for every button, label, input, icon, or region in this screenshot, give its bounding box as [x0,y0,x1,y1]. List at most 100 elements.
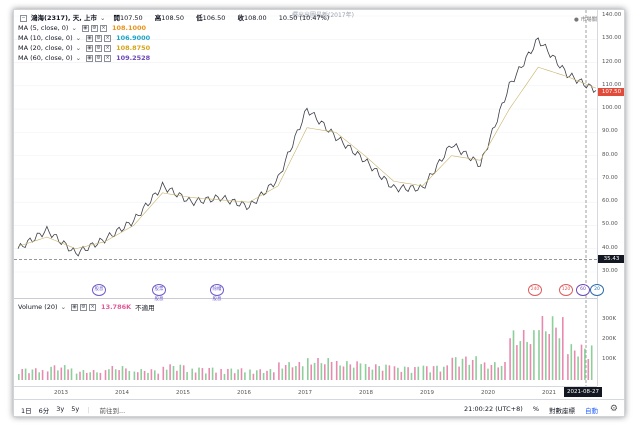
price-tick: 140.00 [602,12,622,18]
volume-bar [114,369,117,380]
chart-window: − 鴻海(2317), 天, 上市 ⌄ 開107.50 高108.50 低106… [13,9,625,417]
event-marker[interactable]: 股息 [92,284,106,296]
volume-bar [397,367,399,380]
goto-button[interactable]: 前往到... [99,406,126,415]
percent-scale-button[interactable]: % [532,405,539,413]
volume-bar [38,372,40,380]
eye-icon[interactable]: ◉ [86,44,94,52]
eye-icon[interactable]: ◉ [71,303,79,311]
close-icon[interactable]: × [104,44,112,52]
price-axis[interactable]: 140.00 130.00 120.00 110.00 100.00 90.00 80.00… [597,10,624,386]
indicator-label: MA (60, close, 0) [18,54,73,62]
volume-bar [70,368,73,380]
volume-bar [262,373,265,380]
chevron-down-icon[interactable]: ⌄ [75,44,82,52]
volume-bar [46,371,49,380]
volume-bar [461,358,464,380]
close-icon[interactable]: × [104,54,112,62]
volume-bar [99,372,102,380]
volume-bar [504,362,506,380]
volume-bar [191,368,193,380]
volume-bar [573,350,576,380]
bottom-toolbar: 1日 6分 3y 5y | 前往到... 21:00:22 (UTC+8) % 對數座… [14,399,624,416]
clock-display[interactable]: 21:00:22 (UTC+8) [464,405,523,413]
timeframe-button[interactable]: 6分 [38,406,50,415]
volume-bar [298,362,301,380]
volume-bar [198,367,200,380]
settings-icon[interactable]: ⚙ [90,24,98,32]
volume-bar [429,372,431,380]
low-value: 106.50 [202,14,226,22]
volume-bar [320,363,323,380]
indicator-row[interactable]: MA (5, close, 0) ⌄ ◉ ⚙ × 108.1000 [18,23,334,33]
volume-bar [24,368,27,380]
volume-bar [475,356,477,380]
event-marker[interactable]: 股票股息 [152,284,166,302]
chevron-down-icon[interactable]: ⌄ [75,34,82,42]
volume-bar [125,368,127,380]
high-value: 108.50 [161,14,185,22]
volume-bar [587,358,590,380]
indicator-row[interactable]: MA (60, close, 0) ⌄ ◉ ⚙ × 109.2528 [18,53,334,63]
settings-icon[interactable]: ⚙ [95,34,103,42]
time-axis[interactable]: 2013 2014 2015 2016 2017 2018 2019 2020 2021 [14,386,597,399]
gear-icon[interactable]: ⚙ [609,404,618,414]
auto-scale-button[interactable]: 自動 [585,407,598,415]
timeframe-button[interactable]: 1日 [21,406,32,415]
volume-bar [446,365,448,380]
volume-bar [28,373,30,380]
volume-tick: 200K [602,336,617,342]
pane-divider[interactable] [14,298,597,299]
volume-bar [516,345,518,380]
volume-bar [349,364,352,380]
price-chart[interactable] [14,10,597,386]
volume-bar [172,365,175,380]
chevron-down-icon[interactable]: ⌄ [71,24,77,32]
eye-icon[interactable]: ◉ [86,34,94,42]
volume-bar [230,368,233,380]
volume-bar [96,372,98,380]
volume-bar [533,330,535,380]
volume-bar [417,366,420,380]
volume-bar [512,330,515,380]
indicator-row[interactable]: MA (10, close, 0) ⌄ ◉ ⚙ × 106.9000 [18,33,334,43]
indicator-row[interactable]: MA (20, close, 0) ⌄ ◉ ⚙ × 108.8750 [18,43,334,53]
volume-bar [522,330,525,380]
collapse-icon[interactable]: − [20,14,27,22]
open-label: 開 [113,14,120,22]
settings-icon[interactable]: ⚙ [95,44,103,52]
indicator-value: 106.9000 [116,34,151,42]
settings-icon[interactable]: ⚙ [80,303,88,311]
time-tick: 2017 [298,390,312,396]
settings-icon[interactable]: ⚙ [95,54,103,62]
event-marker[interactable]: 除權股息 [210,284,224,302]
volume-bar [439,371,442,380]
volume-bar [414,367,416,380]
volume-bar [494,362,496,380]
event-marker[interactable]: 60 [576,284,590,296]
price-tick: 120.00 [602,58,622,65]
close-icon[interactable]: × [104,34,112,42]
eye-icon[interactable]: ◉ [86,54,94,62]
event-marker[interactable]: 120 [559,284,573,296]
chevron-down-icon[interactable]: ⌄ [60,303,67,311]
event-marker[interactable]: 240 [528,284,542,296]
close-icon[interactable]: × [99,24,107,32]
volume-bar [211,367,214,380]
chevron-down-icon[interactable]: ⌄ [75,54,82,62]
volume-bar [458,366,460,380]
chevron-down-icon[interactable]: ⌄ [100,14,106,22]
volume-bar [79,371,81,380]
volume-bar [60,367,63,380]
eye-icon[interactable]: ◉ [81,24,89,32]
close-icon[interactable]: × [89,303,97,311]
symbol-row: − 鴻海(2317), 天, 上市 ⌄ 開107.50 高108.50 低106… [18,13,334,23]
price-tick: 60.00 [602,198,618,205]
log-scale-button[interactable]: 對數座標 [549,407,575,415]
event-marker[interactable]: 20 [590,284,604,296]
timeframe-button[interactable]: 5y [71,404,80,413]
indicator-label: MA (20, close, 0) [18,44,73,52]
timeframe-button[interactable]: 3y [56,404,65,413]
watermark-text: 擺出出圖最新(2017年) [292,12,354,19]
ohlc-values: 開107.50 高108.50 低106.50 收108.00 10.50 (1… [113,13,334,23]
